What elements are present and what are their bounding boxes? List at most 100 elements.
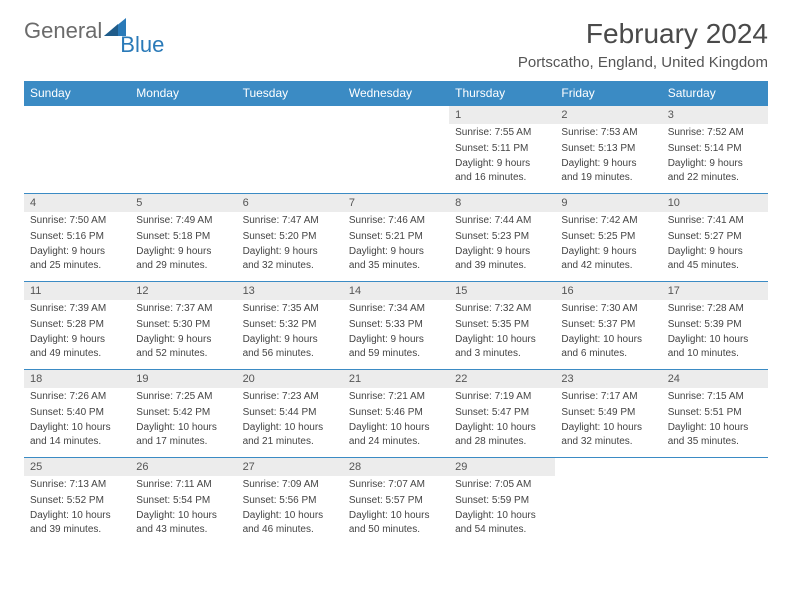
day-number: 17 [662, 282, 768, 300]
sunrise-text: Sunrise: 7:37 AM [130, 300, 236, 316]
sunrise-text: Sunrise: 7:34 AM [343, 300, 449, 316]
calendar-cell: 12Sunrise: 7:37 AMSunset: 5:30 PMDayligh… [130, 282, 236, 370]
daylight-text: Daylight: 9 hours and 19 minutes. [555, 155, 661, 184]
daylight-text: Daylight: 10 hours and 21 minutes. [237, 419, 343, 448]
sunset-text: Sunset: 5:18 PM [130, 228, 236, 244]
header: General Blue February 2024 Portscatho, E… [24, 18, 768, 71]
sunset-text: Sunset: 5:39 PM [662, 316, 768, 332]
day-number: 28 [343, 458, 449, 476]
sunrise-text: Sunrise: 7:49 AM [130, 212, 236, 228]
daylight-text: Daylight: 9 hours and 35 minutes. [343, 243, 449, 272]
day-number: 29 [449, 458, 555, 476]
daylight-text: Daylight: 9 hours and 59 minutes. [343, 331, 449, 360]
day-header-wed: Wednesday [343, 81, 449, 106]
title-block: February 2024 Portscatho, England, Unite… [518, 18, 768, 71]
sunrise-text: Sunrise: 7:19 AM [449, 388, 555, 404]
day-number: 1 [449, 106, 555, 124]
sunrise-text: Sunrise: 7:13 AM [24, 476, 130, 492]
sunset-text: Sunset: 5:40 PM [24, 404, 130, 420]
day-number [24, 106, 130, 112]
calendar-table: Sunday Monday Tuesday Wednesday Thursday… [24, 81, 768, 546]
calendar-cell [662, 458, 768, 546]
day-number: 7 [343, 194, 449, 212]
sunrise-text: Sunrise: 7:46 AM [343, 212, 449, 228]
sunset-text: Sunset: 5:51 PM [662, 404, 768, 420]
calendar-week-row: 11Sunrise: 7:39 AMSunset: 5:28 PMDayligh… [24, 282, 768, 370]
day-number [130, 106, 236, 112]
day-number [237, 106, 343, 112]
sunset-text: Sunset: 5:54 PM [130, 492, 236, 508]
calendar-cell [555, 458, 661, 546]
sunset-text: Sunset: 5:13 PM [555, 140, 661, 156]
month-title: February 2024 [518, 18, 768, 50]
daylight-text: Daylight: 9 hours and 45 minutes. [662, 243, 768, 272]
calendar-week-row: 25Sunrise: 7:13 AMSunset: 5:52 PMDayligh… [24, 458, 768, 546]
sunset-text: Sunset: 5:56 PM [237, 492, 343, 508]
sunset-text: Sunset: 5:30 PM [130, 316, 236, 332]
sunrise-text: Sunrise: 7:15 AM [662, 388, 768, 404]
sunset-text: Sunset: 5:46 PM [343, 404, 449, 420]
calendar-week-row: 1Sunrise: 7:55 AMSunset: 5:11 PMDaylight… [24, 106, 768, 194]
logo-text-blue: Blue [120, 32, 164, 58]
day-header-tue: Tuesday [237, 81, 343, 106]
calendar-cell: 27Sunrise: 7:09 AMSunset: 5:56 PMDayligh… [237, 458, 343, 546]
calendar-cell: 20Sunrise: 7:23 AMSunset: 5:44 PMDayligh… [237, 370, 343, 458]
day-header-thu: Thursday [449, 81, 555, 106]
daylight-text: Daylight: 10 hours and 32 minutes. [555, 419, 661, 448]
calendar-cell: 2Sunrise: 7:53 AMSunset: 5:13 PMDaylight… [555, 106, 661, 194]
sunset-text: Sunset: 5:52 PM [24, 492, 130, 508]
sunset-text: Sunset: 5:25 PM [555, 228, 661, 244]
sunrise-text: Sunrise: 7:11 AM [130, 476, 236, 492]
daylight-text: Daylight: 10 hours and 54 minutes. [449, 507, 555, 536]
sunrise-text: Sunrise: 7:53 AM [555, 124, 661, 140]
calendar-cell: 8Sunrise: 7:44 AMSunset: 5:23 PMDaylight… [449, 194, 555, 282]
logo-text-general: General [24, 18, 102, 44]
sunrise-text: Sunrise: 7:32 AM [449, 300, 555, 316]
calendar-cell [24, 106, 130, 194]
day-number: 16 [555, 282, 661, 300]
day-header-sat: Saturday [662, 81, 768, 106]
sunrise-text: Sunrise: 7:47 AM [237, 212, 343, 228]
day-number [555, 458, 661, 464]
sunrise-text: Sunrise: 7:26 AM [24, 388, 130, 404]
day-number: 23 [555, 370, 661, 388]
daylight-text: Daylight: 10 hours and 24 minutes. [343, 419, 449, 448]
calendar-cell [343, 106, 449, 194]
sunrise-text: Sunrise: 7:28 AM [662, 300, 768, 316]
day-number: 12 [130, 282, 236, 300]
calendar-cell: 1Sunrise: 7:55 AMSunset: 5:11 PMDaylight… [449, 106, 555, 194]
sunrise-text: Sunrise: 7:52 AM [662, 124, 768, 140]
calendar-cell: 4Sunrise: 7:50 AMSunset: 5:16 PMDaylight… [24, 194, 130, 282]
calendar-cell: 17Sunrise: 7:28 AMSunset: 5:39 PMDayligh… [662, 282, 768, 370]
calendar-week-row: 18Sunrise: 7:26 AMSunset: 5:40 PMDayligh… [24, 370, 768, 458]
sunrise-text: Sunrise: 7:35 AM [237, 300, 343, 316]
sunset-text: Sunset: 5:49 PM [555, 404, 661, 420]
day-number: 27 [237, 458, 343, 476]
sunset-text: Sunset: 5:47 PM [449, 404, 555, 420]
daylight-text: Daylight: 10 hours and 10 minutes. [662, 331, 768, 360]
daylight-text: Daylight: 9 hours and 32 minutes. [237, 243, 343, 272]
daylight-text: Daylight: 9 hours and 56 minutes. [237, 331, 343, 360]
sunset-text: Sunset: 5:23 PM [449, 228, 555, 244]
sunset-text: Sunset: 5:27 PM [662, 228, 768, 244]
calendar-cell: 24Sunrise: 7:15 AMSunset: 5:51 PMDayligh… [662, 370, 768, 458]
sunrise-text: Sunrise: 7:50 AM [24, 212, 130, 228]
day-number [343, 106, 449, 112]
daylight-text: Daylight: 9 hours and 25 minutes. [24, 243, 130, 272]
calendar-cell [237, 106, 343, 194]
sunrise-text: Sunrise: 7:42 AM [555, 212, 661, 228]
daylight-text: Daylight: 10 hours and 39 minutes. [24, 507, 130, 536]
calendar-cell: 22Sunrise: 7:19 AMSunset: 5:47 PMDayligh… [449, 370, 555, 458]
sunrise-text: Sunrise: 7:39 AM [24, 300, 130, 316]
daylight-text: Daylight: 9 hours and 22 minutes. [662, 155, 768, 184]
day-number: 10 [662, 194, 768, 212]
day-number: 4 [24, 194, 130, 212]
day-number: 3 [662, 106, 768, 124]
calendar-cell: 5Sunrise: 7:49 AMSunset: 5:18 PMDaylight… [130, 194, 236, 282]
sunrise-text: Sunrise: 7:23 AM [237, 388, 343, 404]
daylight-text: Daylight: 9 hours and 42 minutes. [555, 243, 661, 272]
day-number: 21 [343, 370, 449, 388]
daylight-text: Daylight: 9 hours and 52 minutes. [130, 331, 236, 360]
day-number: 20 [237, 370, 343, 388]
calendar-cell: 7Sunrise: 7:46 AMSunset: 5:21 PMDaylight… [343, 194, 449, 282]
